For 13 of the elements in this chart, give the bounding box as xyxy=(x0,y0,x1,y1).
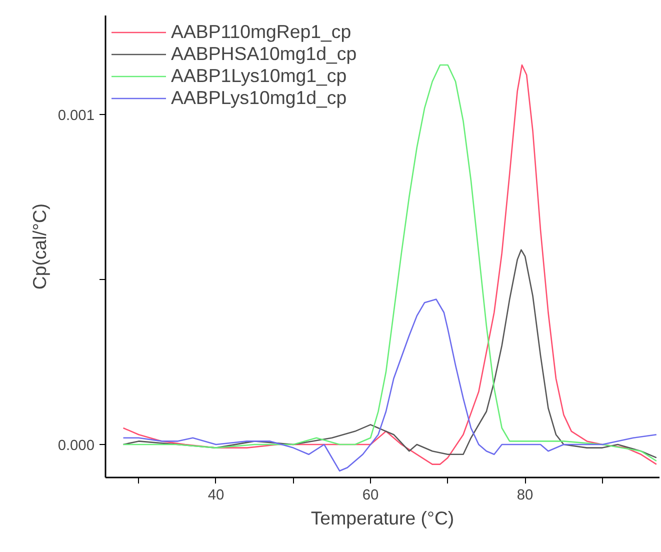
legend-label: AABP110mgRep1_cp xyxy=(171,21,352,43)
y-axis-title: Cp(cal/°C) xyxy=(28,203,50,290)
x-tick-label: 40 xyxy=(208,488,224,504)
line-series xyxy=(122,298,658,472)
y-tick-label: 0.001 xyxy=(58,108,95,124)
x-tick-label: 60 xyxy=(362,488,379,504)
legend-label: AABPHSA10mg1d_cp xyxy=(171,43,357,65)
x-tick-label: 80 xyxy=(516,488,534,504)
line-series xyxy=(122,249,658,458)
legend-label: AABPLys10mg1d_cp xyxy=(171,87,347,109)
y-tick-label: 0.000 xyxy=(58,438,95,454)
legend-label: AABP1Lys10mg1_cp xyxy=(171,65,347,87)
x-axis-title: Temperature (°C) xyxy=(310,508,454,528)
